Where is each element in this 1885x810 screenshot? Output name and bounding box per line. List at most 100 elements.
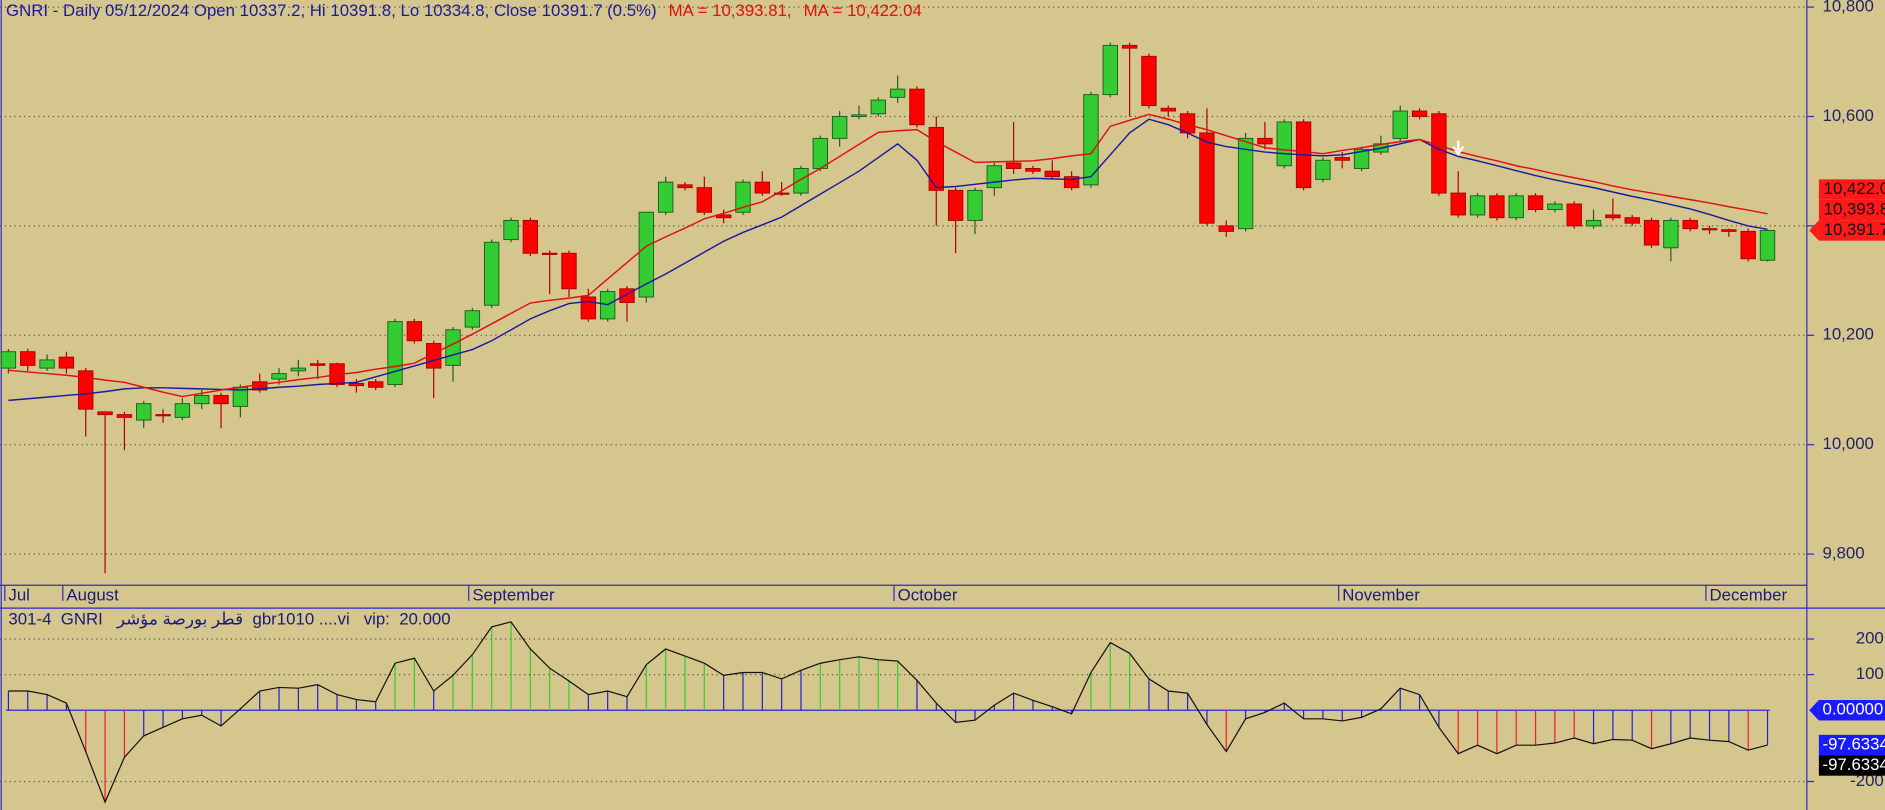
candle-body xyxy=(1025,167,1041,172)
candle-body xyxy=(677,184,693,189)
value-pointer xyxy=(1809,700,1819,721)
candle-body xyxy=(773,192,790,195)
candle-body xyxy=(1701,228,1718,231)
candle-body xyxy=(445,329,461,366)
value-tag xyxy=(1818,755,1885,776)
candle-body xyxy=(1624,217,1640,224)
candle-body xyxy=(39,359,55,369)
candle-body xyxy=(831,116,848,139)
value-tag-label: -97.6334 xyxy=(1822,734,1885,753)
candle-body xyxy=(194,394,210,405)
candle-body xyxy=(909,88,925,126)
candle-body xyxy=(947,189,964,221)
candle-body xyxy=(155,414,171,417)
candle-body xyxy=(793,167,809,194)
candle-body xyxy=(1218,225,1234,232)
x-tick-label: November xyxy=(1342,586,1420,605)
candle-body xyxy=(1315,159,1331,180)
candle-body xyxy=(580,296,597,320)
candle-body xyxy=(1121,44,1138,49)
candle-body xyxy=(20,351,36,366)
candle-body xyxy=(310,363,326,366)
indicator-title: 301-4 GNRI قطر بورصة مؤشر gbr1010 ....vi… xyxy=(8,610,450,629)
x-tick-label: December xyxy=(1710,586,1788,605)
candle-body xyxy=(1353,148,1370,169)
candle-body xyxy=(1102,44,1118,96)
candle-body xyxy=(986,165,1002,189)
candle-body xyxy=(1334,157,1350,161)
candle-body xyxy=(1141,55,1157,107)
candle-body xyxy=(1605,214,1621,219)
candle-body xyxy=(1547,203,1563,210)
y-tick-label: 10,600 xyxy=(1822,106,1873,125)
candle-body xyxy=(851,114,867,117)
chart-title: GNRI - Daily 05/12/2024 Open 10337.2, Hi… xyxy=(6,1,922,20)
candle-body xyxy=(522,219,539,254)
candle-body xyxy=(464,310,481,328)
candle-body xyxy=(561,252,577,290)
candle-body xyxy=(483,241,500,306)
candle-body xyxy=(1063,176,1080,189)
candle-body xyxy=(754,181,771,194)
candle-body xyxy=(1257,137,1273,145)
candle-body xyxy=(1005,162,1022,169)
candle-body xyxy=(812,137,829,169)
candle-body xyxy=(1199,132,1215,224)
candle-body xyxy=(213,394,229,405)
candle-body xyxy=(174,403,191,418)
value-tag-label: -97.6334 xyxy=(1822,755,1885,774)
candle-body xyxy=(735,181,751,213)
candle-body xyxy=(136,403,152,421)
x-tick-label: October xyxy=(898,586,958,605)
candle-body xyxy=(1643,219,1660,246)
price-tag-label: 10,422.04 xyxy=(1824,179,1885,198)
candle-body xyxy=(541,252,558,255)
candle-body xyxy=(368,381,384,388)
value-tag xyxy=(1818,734,1885,756)
legend-entry: MA = 10,393.81, xyxy=(669,1,792,20)
candle-body xyxy=(1044,170,1060,178)
candle-body xyxy=(638,211,655,298)
moving-average xyxy=(8,113,1768,398)
price-panel: 9,80010,00010,20010,40010,60010,800JulAu… xyxy=(0,0,1885,605)
candle-body xyxy=(503,219,519,241)
y-tick-label: -200 xyxy=(1850,771,1884,790)
candle-body xyxy=(1527,195,1544,210)
y-tick-label: 10,800 xyxy=(1822,0,1873,16)
candle-body xyxy=(1431,113,1447,194)
x-tick-label: September xyxy=(472,586,555,605)
y-tick-label: 100 xyxy=(1856,664,1884,683)
moving-average xyxy=(8,118,1768,402)
candle-body xyxy=(58,356,75,369)
price-tag xyxy=(1818,199,1885,221)
y-tick-label: 10,200 xyxy=(1822,325,1873,344)
price-tag-label: 10,393.81 xyxy=(1824,199,1885,218)
candle-body xyxy=(1276,121,1292,167)
value-tag-label: 0.00000 xyxy=(1822,700,1883,719)
candle-body xyxy=(1682,219,1698,230)
price-tag xyxy=(1818,179,1885,200)
price-pointer xyxy=(1809,220,1819,241)
candle-body xyxy=(889,88,906,98)
candle-body xyxy=(1469,195,1486,216)
candle-body xyxy=(406,321,423,342)
candle-body xyxy=(1663,219,1679,249)
legend-entry: MA = 10,422.04 xyxy=(804,1,922,20)
y-tick-label: 10,000 xyxy=(1822,434,1873,453)
candle-body xyxy=(1721,229,1737,232)
candle-body xyxy=(657,181,674,213)
candle-body xyxy=(78,370,94,410)
candle-body xyxy=(1585,219,1602,227)
signal-arrow xyxy=(1452,140,1465,156)
candle-body xyxy=(116,414,133,418)
indicator-panel: 200 100 -200 0.00000 -97.6334 -97.6334 xyxy=(0,621,1885,804)
candle-body xyxy=(0,351,17,369)
x-tick-label: August xyxy=(66,586,119,605)
candle-body xyxy=(1450,192,1466,216)
candle-body xyxy=(870,99,886,115)
value-tag xyxy=(1818,700,1885,721)
price-tag xyxy=(1818,220,1885,241)
